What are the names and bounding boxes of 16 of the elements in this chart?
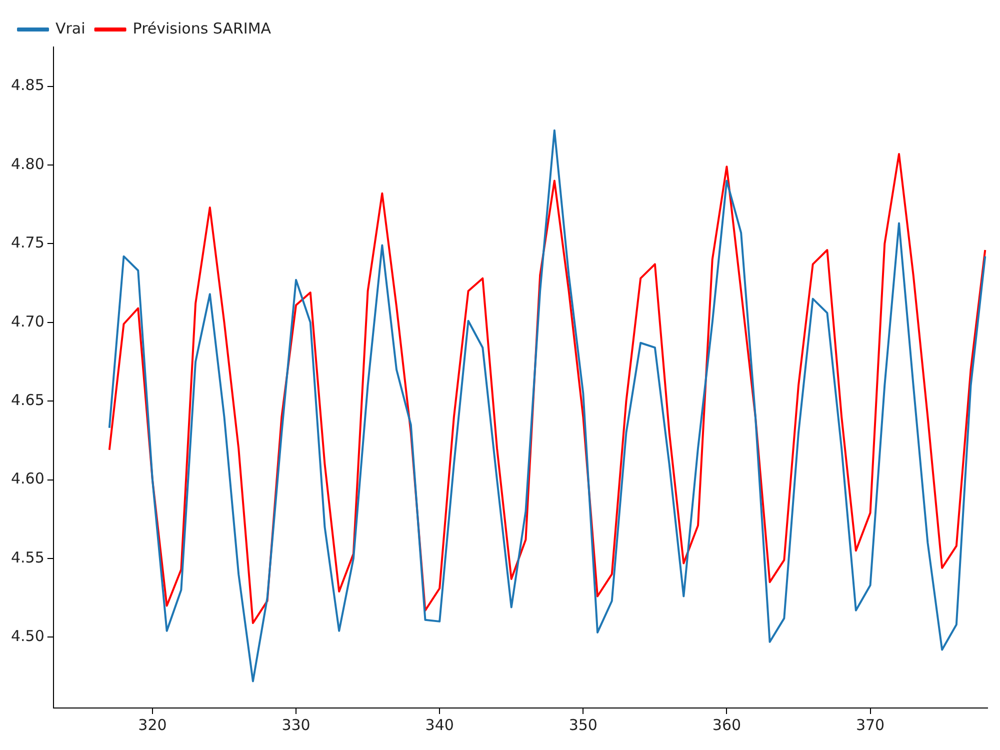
y-tick-label: 4.80 bbox=[10, 154, 44, 173]
x-tick-label: 340 bbox=[425, 716, 454, 734]
legend-label: Vrai bbox=[56, 19, 86, 38]
x-tick-label: 350 bbox=[568, 716, 598, 734]
y-tick-label: 4.85 bbox=[10, 76, 44, 94]
y-tick-label: 4.65 bbox=[10, 391, 44, 409]
y-tick-label: 4.50 bbox=[10, 627, 44, 646]
legend-label: Prévisions SARIMA bbox=[132, 19, 272, 38]
x-tick-label: 370 bbox=[856, 716, 885, 734]
y-tick-label: 4.75 bbox=[10, 234, 44, 252]
y-tick-label: 4.70 bbox=[10, 312, 44, 330]
y-tick-label: 4.60 bbox=[10, 470, 44, 488]
x-tick-label: 360 bbox=[712, 716, 742, 734]
y-tick-label: 4.55 bbox=[10, 548, 44, 566]
x-tick-label: 330 bbox=[282, 716, 310, 734]
x-tick-label: 320 bbox=[138, 716, 167, 734]
